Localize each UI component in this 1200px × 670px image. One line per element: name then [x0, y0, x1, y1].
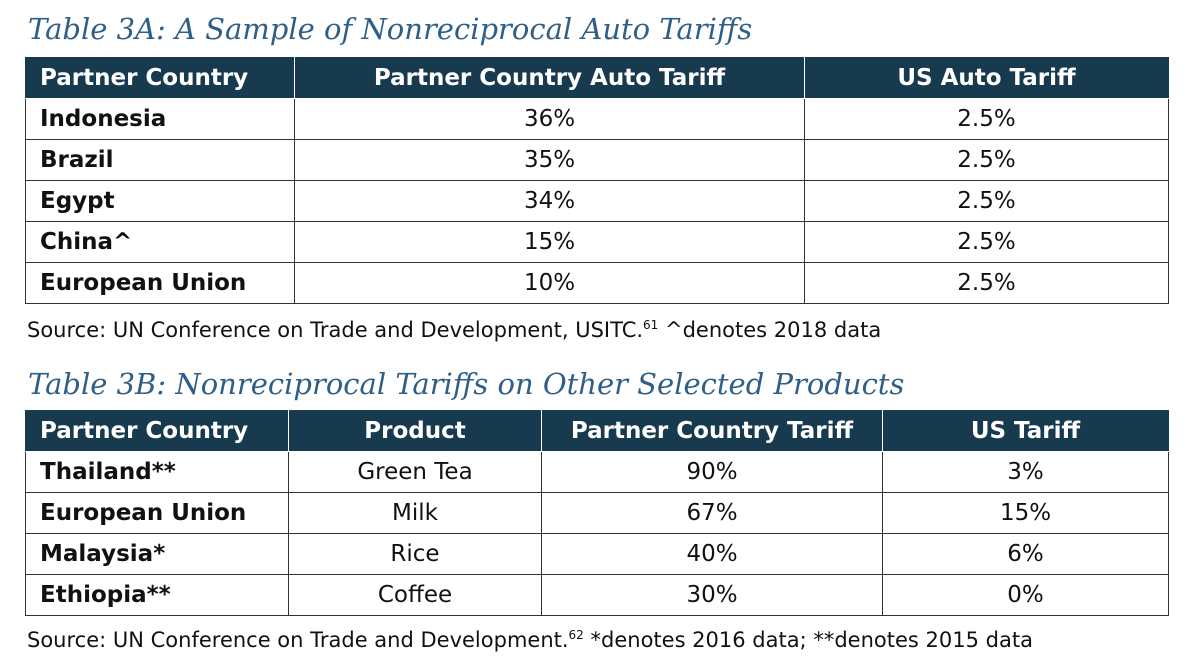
table-3b-source-note: Source: UN Conference on Trade and Devel… [27, 621, 1033, 654]
us-tariff-cell: 6% [882, 533, 1169, 575]
source-text: Source: UN Conference on Trade and Devel… [27, 628, 569, 652]
table-header-row: Partner Country Product Partner Country … [25, 410, 1169, 452]
us-tariff-cell: 15% [882, 492, 1169, 534]
table-3b-title: Table 3B: Nonreciprocal Tariffs on Other… [28, 367, 905, 401]
country-cell: Malaysia* [25, 533, 289, 575]
column-header-partner-auto-tariff: Partner Country Auto Tariff [294, 57, 805, 99]
table-3a-source-note: Source: UN Conference on Trade and Devel… [27, 311, 881, 344]
column-header-us-auto-tariff: US Auto Tariff [804, 57, 1169, 99]
partner-tariff-cell: 40% [541, 533, 883, 575]
table-row: Brazil 35% 2.5% [25, 139, 1169, 181]
table-row: European Union 10% 2.5% [25, 262, 1169, 304]
country-cell: European Union [25, 492, 289, 534]
table-row: Thailand** Green Tea 90% 3% [25, 451, 1169, 493]
country-cell: Thailand** [25, 451, 289, 493]
us-tariff-cell: 2.5% [804, 262, 1169, 304]
country-cell: European Union [25, 262, 295, 304]
partner-tariff-cell: 90% [541, 451, 883, 493]
partner-tariff-cell: 30% [541, 574, 883, 616]
table-row: Malaysia* Rice 40% 6% [25, 533, 1169, 575]
column-header-partner-tariff: Partner Country Tariff [541, 410, 883, 452]
us-tariff-cell: 3% [882, 451, 1169, 493]
product-cell: Milk [288, 492, 542, 534]
country-cell: Egypt [25, 180, 295, 222]
product-cell: Green Tea [288, 451, 542, 493]
footnote-marker: 62 [568, 628, 584, 642]
us-tariff-cell: 2.5% [804, 221, 1169, 263]
column-header-product: Product [288, 410, 542, 452]
table-row: China^ 15% 2.5% [25, 221, 1169, 263]
country-cell: Indonesia [25, 98, 295, 140]
product-cell: Coffee [288, 574, 542, 616]
table-row: Ethiopia** Coffee 30% 0% [25, 574, 1169, 616]
column-header-partner-country: Partner Country [25, 57, 295, 99]
us-tariff-cell: 2.5% [804, 180, 1169, 222]
column-header-us-tariff: US Tariff [882, 410, 1169, 452]
partner-tariff-cell: 34% [294, 180, 805, 222]
source-text: Source: UN Conference on Trade and Devel… [27, 318, 644, 342]
product-cell: Rice [288, 533, 542, 575]
table-row: Egypt 34% 2.5% [25, 180, 1169, 222]
table-header-row: Partner Country Partner Country Auto Tar… [25, 57, 1169, 99]
footnote-marker: 61 [643, 318, 659, 332]
partner-tariff-cell: 15% [294, 221, 805, 263]
data-year-note: *denotes 2016 data; **denotes 2015 data [583, 628, 1033, 652]
us-tariff-cell: 2.5% [804, 139, 1169, 181]
partner-tariff-cell: 36% [294, 98, 805, 140]
table-row: Indonesia 36% 2.5% [25, 98, 1169, 140]
table-3a-title: Table 3A: A Sample of Nonreciprocal Auto… [28, 12, 753, 46]
table-3b: Partner Country Product Partner Country … [25, 410, 1169, 616]
partner-tariff-cell: 35% [294, 139, 805, 181]
table-row: European Union Milk 67% 15% [25, 492, 1169, 534]
country-cell: China^ [25, 221, 295, 263]
partner-tariff-cell: 67% [541, 492, 883, 534]
data-year-note: ^denotes 2018 data [658, 318, 882, 342]
country-cell: Brazil [25, 139, 295, 181]
table-3a: Partner Country Partner Country Auto Tar… [25, 57, 1169, 304]
us-tariff-cell: 0% [882, 574, 1169, 616]
country-cell: Ethiopia** [25, 574, 289, 616]
partner-tariff-cell: 10% [294, 262, 805, 304]
column-header-partner-country: Partner Country [25, 410, 289, 452]
us-tariff-cell: 2.5% [804, 98, 1169, 140]
